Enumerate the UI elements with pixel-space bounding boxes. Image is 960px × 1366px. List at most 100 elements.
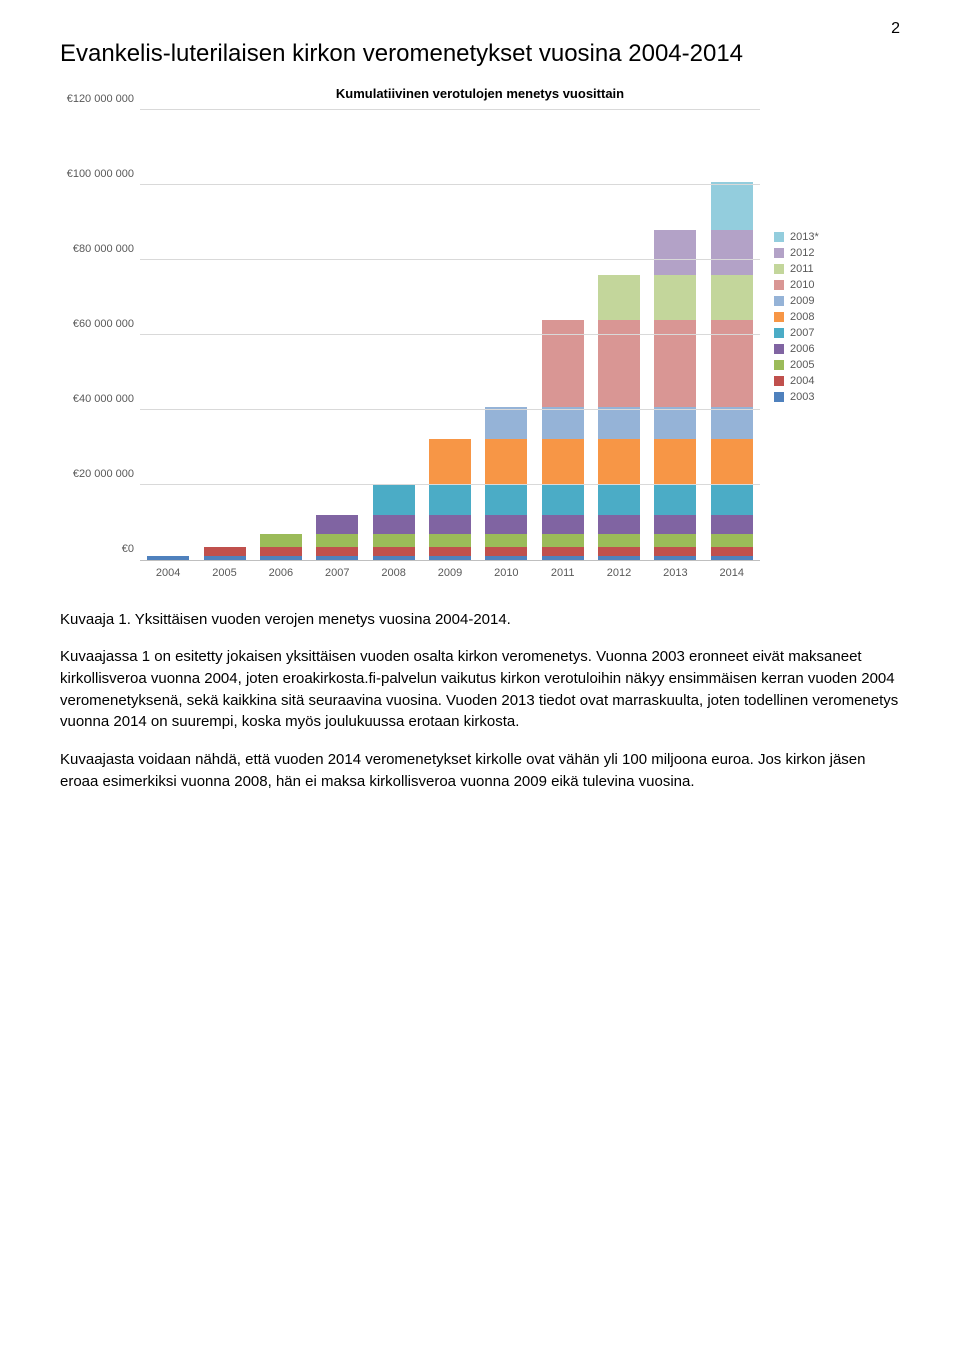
y-tick-label: €80 000 000 bbox=[73, 243, 134, 255]
bar-segment bbox=[373, 515, 415, 535]
x-tick-label: 2010 bbox=[485, 561, 527, 591]
bar-segment bbox=[598, 484, 640, 515]
legend-label: 2009 bbox=[790, 295, 814, 307]
bar-segment bbox=[429, 484, 471, 515]
bar-segment bbox=[485, 556, 527, 560]
bar-segment bbox=[429, 515, 471, 535]
grid-line bbox=[140, 334, 760, 335]
legend-swatch bbox=[774, 296, 784, 306]
document-title: Evankelis-luterilaisen kirkon veromenety… bbox=[60, 40, 900, 68]
y-tick-label: €60 000 000 bbox=[73, 318, 134, 330]
bar-segment bbox=[542, 407, 584, 439]
bar-segment bbox=[654, 439, 696, 484]
figure-caption: Kuvaaja 1. Yksittäisen vuoden verojen me… bbox=[60, 611, 900, 628]
bar-segment bbox=[654, 515, 696, 535]
x-tick-label: 2006 bbox=[260, 561, 302, 591]
bar-segment bbox=[429, 547, 471, 556]
bar-segment bbox=[316, 515, 358, 535]
bar-segment bbox=[260, 556, 302, 560]
bar-column bbox=[654, 230, 696, 560]
bar-segment bbox=[711, 484, 753, 515]
bar-column bbox=[260, 534, 302, 560]
bar-segment bbox=[598, 556, 640, 560]
bar-segment bbox=[485, 439, 527, 484]
bar-segment bbox=[316, 556, 358, 560]
legend-swatch bbox=[774, 312, 784, 322]
bar-segment bbox=[485, 515, 527, 535]
bar-segment bbox=[429, 556, 471, 560]
bar-segment bbox=[711, 556, 753, 560]
x-tick-label: 2004 bbox=[147, 561, 189, 591]
bar-segment bbox=[316, 547, 358, 556]
bar-segment bbox=[260, 534, 302, 547]
bar-segment bbox=[711, 275, 753, 320]
bar-segment bbox=[485, 407, 527, 439]
bar-segment bbox=[654, 275, 696, 320]
legend-item: 2013* bbox=[774, 231, 850, 243]
y-tick-label: €40 000 000 bbox=[73, 393, 134, 405]
legend-label: 2004 bbox=[790, 375, 814, 387]
bar-column bbox=[316, 515, 358, 560]
bar-segment bbox=[373, 556, 415, 560]
bar-segment bbox=[654, 230, 696, 275]
plot-area bbox=[140, 111, 760, 561]
legend-label: 2012 bbox=[790, 247, 814, 259]
bar-segment bbox=[542, 547, 584, 556]
bar-segment bbox=[542, 515, 584, 535]
grid-line bbox=[140, 109, 760, 110]
bar-segment bbox=[147, 556, 189, 560]
bar-segment bbox=[654, 556, 696, 560]
bar-segment bbox=[485, 547, 527, 556]
bar-segment bbox=[711, 439, 753, 484]
legend-swatch bbox=[774, 264, 784, 274]
legend-label: 2005 bbox=[790, 359, 814, 371]
bar-segment bbox=[654, 484, 696, 515]
bar-segment bbox=[711, 230, 753, 275]
y-tick-label: €0 bbox=[122, 543, 134, 555]
legend-swatch bbox=[774, 392, 784, 402]
x-tick-label: 2011 bbox=[542, 561, 584, 591]
bar-segment bbox=[429, 534, 471, 547]
x-tick-label: 2012 bbox=[598, 561, 640, 591]
legend-item: 2009 bbox=[774, 295, 850, 307]
bar-segment bbox=[485, 534, 527, 547]
bar-segment bbox=[429, 439, 471, 484]
legend-item: 2004 bbox=[774, 375, 850, 387]
chart-row: €0€20 000 000€40 000 000€60 000 000€80 0… bbox=[60, 111, 900, 591]
bar-segment bbox=[654, 547, 696, 556]
legend-item: 2007 bbox=[774, 327, 850, 339]
bar-segment bbox=[485, 484, 527, 515]
chart-title: Kumulatiivinen verotulojen menetys vuosi… bbox=[60, 86, 900, 101]
legend-swatch bbox=[774, 280, 784, 290]
y-axis: €0€20 000 000€40 000 000€60 000 000€80 0… bbox=[60, 111, 140, 561]
bar-segment bbox=[204, 547, 246, 556]
bar-segment bbox=[373, 534, 415, 547]
bar-column bbox=[711, 182, 753, 560]
legend-label: 2011 bbox=[790, 263, 814, 275]
bar-segment bbox=[598, 439, 640, 484]
grid-line bbox=[140, 259, 760, 260]
bar-column bbox=[204, 547, 246, 560]
legend-item: 2003 bbox=[774, 391, 850, 403]
legend-item: 2006 bbox=[774, 343, 850, 355]
bar-segment bbox=[711, 534, 753, 547]
bar-segment bbox=[711, 515, 753, 535]
x-tick-label: 2008 bbox=[373, 561, 415, 591]
x-axis: 2004200520062007200820092010201120122013… bbox=[140, 561, 760, 591]
legend-item: 2012 bbox=[774, 247, 850, 259]
x-tick-label: 2013 bbox=[654, 561, 696, 591]
chart-container: Kumulatiivinen verotulojen menetys vuosi… bbox=[60, 86, 900, 591]
grid-line bbox=[140, 184, 760, 185]
legend-label: 2003 bbox=[790, 391, 814, 403]
legend-swatch bbox=[774, 328, 784, 338]
legend-label: 2007 bbox=[790, 327, 814, 339]
chart-area: €0€20 000 000€40 000 000€60 000 000€80 0… bbox=[60, 111, 760, 591]
legend-label: 2008 bbox=[790, 311, 814, 323]
legend-swatch bbox=[774, 248, 784, 258]
bar-segment bbox=[598, 407, 640, 439]
bar-column bbox=[373, 484, 415, 561]
body-paragraph-1: Kuvaajassa 1 on esitetty jokaisen yksitt… bbox=[60, 646, 900, 733]
legend-label: 2010 bbox=[790, 279, 814, 291]
bar-segment bbox=[316, 534, 358, 547]
page: 2 Evankelis-luterilaisen kirkon veromene… bbox=[0, 0, 960, 1366]
